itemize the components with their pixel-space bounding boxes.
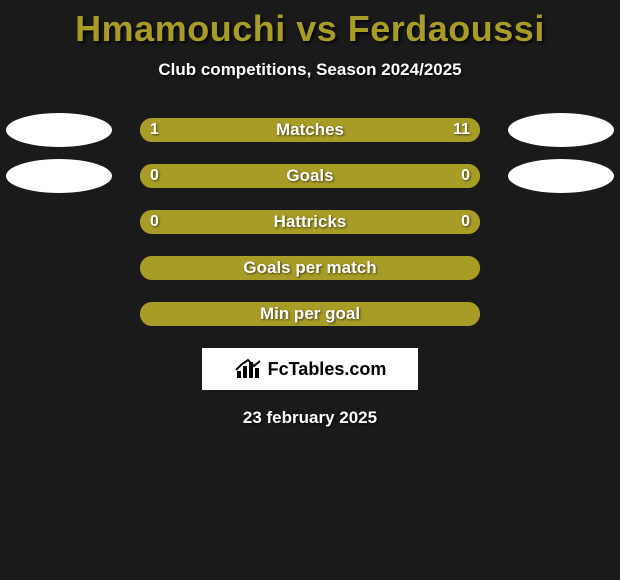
stat-fill-right bbox=[310, 164, 480, 188]
brand-badge: FcTables.com bbox=[202, 348, 418, 390]
stat-fill-left bbox=[140, 118, 201, 142]
player2-name: Ferdaoussi bbox=[348, 8, 545, 49]
stat-fill-left bbox=[140, 210, 310, 234]
player2-avatar bbox=[508, 113, 614, 147]
player1-name: Hmamouchi bbox=[75, 8, 286, 49]
brand-text: FcTables.com bbox=[268, 359, 387, 380]
stat-fill-right bbox=[310, 210, 480, 234]
stat-row-gpm: Goals per match bbox=[0, 256, 620, 280]
stat-bar: Min per goal bbox=[140, 302, 480, 326]
stat-row-hattricks: Hattricks00 bbox=[0, 210, 620, 234]
vs-separator: vs bbox=[286, 8, 348, 49]
stat-fill-right bbox=[310, 302, 480, 326]
stat-bar: Matches111 bbox=[140, 118, 480, 142]
stat-bar: Goals00 bbox=[140, 164, 480, 188]
stat-fill-right bbox=[310, 256, 480, 280]
stat-row-goals: Goals00 bbox=[0, 164, 620, 188]
stat-fill-left bbox=[140, 302, 310, 326]
stat-fill-right bbox=[201, 118, 480, 142]
stat-row-matches: Matches111 bbox=[0, 118, 620, 142]
player1-avatar bbox=[6, 113, 112, 147]
player2-avatar bbox=[508, 159, 614, 193]
stat-bar: Hattricks00 bbox=[140, 210, 480, 234]
subtitle: Club competitions, Season 2024/2025 bbox=[0, 60, 620, 80]
stat-rows: Matches111 Goals00 Hattricks00 Goals per ma… bbox=[0, 118, 620, 326]
comparison-card: Hmamouchi vs Ferdaoussi Club competition… bbox=[0, 0, 620, 428]
stat-fill-left bbox=[140, 164, 310, 188]
player1-avatar bbox=[6, 159, 112, 193]
stat-row-mpg: Min per goal bbox=[0, 302, 620, 326]
stat-fill-left bbox=[140, 256, 310, 280]
page-title: Hmamouchi vs Ferdaoussi bbox=[0, 8, 620, 50]
snapshot-date: 23 february 2025 bbox=[0, 408, 620, 428]
brand-chart-icon bbox=[234, 357, 264, 381]
stat-bar: Goals per match bbox=[140, 256, 480, 280]
